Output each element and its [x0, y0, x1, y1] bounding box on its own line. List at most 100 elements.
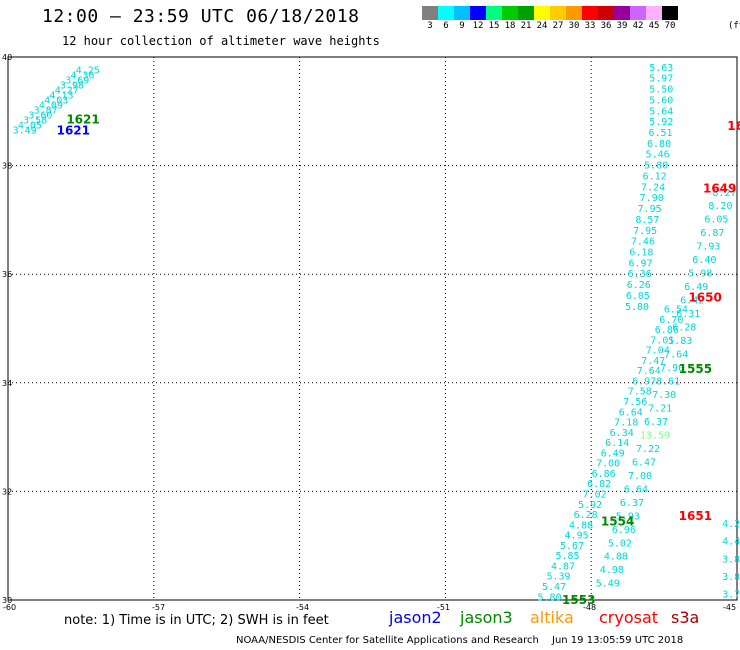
swh-value-label: 6.28	[672, 323, 696, 334]
swh-value-label: 3.69	[65, 76, 89, 87]
swh-value-label: 4.95	[565, 531, 589, 542]
swh-value-label: 5.64	[649, 106, 673, 117]
color-scale-unit: (ft)	[728, 21, 740, 31]
scale-label: 21	[520, 21, 532, 31]
scale-label: 24	[536, 21, 548, 31]
scale-label: 45	[648, 21, 660, 31]
swh-value-label: 7.90	[640, 193, 664, 204]
swh-value-label: 4.09	[39, 100, 63, 111]
swh-value-label: 6.70	[659, 315, 683, 326]
swh-value-label: 7.02	[583, 490, 607, 501]
lon-tick-label: -60	[3, 603, 16, 612]
swh-value-label: 7.90	[660, 363, 684, 374]
swh-value-label: 5.93	[616, 511, 640, 522]
swh-value-label: 6.37	[620, 498, 644, 509]
swh-value-label: 5.47	[542, 582, 566, 593]
scale-swatch	[550, 6, 566, 20]
swh-value-label: 4.25	[76, 66, 100, 77]
legend-item-jason3: jason3	[460, 608, 513, 627]
swh-value-label: 7.00	[628, 471, 652, 482]
scale-swatch	[518, 6, 534, 20]
scale-swatch	[598, 6, 614, 20]
pass-id-label: 1621	[57, 123, 90, 137]
swh-value-label: 7.93	[696, 242, 720, 253]
swh-value-label: 3.80	[722, 572, 740, 583]
swh-value-label: 6.97	[628, 258, 652, 269]
scale-label: 12	[472, 21, 484, 31]
swh-value-label: 4.88	[604, 552, 628, 563]
swh-value-label: 6.49	[684, 282, 708, 293]
swh-value-label: 3.87	[34, 105, 58, 116]
swh-value-label: 4.13	[49, 90, 73, 101]
swh-value-label: 5.92	[578, 500, 602, 511]
scale-swatch	[614, 6, 630, 20]
swh-value-label: 4.98	[600, 565, 624, 576]
swh-value-label: 6.40	[692, 255, 716, 266]
pass-id-label: 1621	[66, 112, 99, 126]
swh-value-label: 7.58	[628, 387, 652, 398]
swh-value-label: 8.27	[712, 188, 736, 199]
swh-value-label: 6.97	[632, 376, 656, 387]
swh-value-label: 3.60	[28, 110, 52, 121]
scale-label: 3	[427, 21, 433, 31]
swh-value-label: 4.88	[569, 520, 593, 531]
swh-value-label: 6.47	[632, 457, 656, 468]
swh-value-label: 5.80	[537, 592, 561, 603]
lat-tick-label: 30	[2, 596, 12, 605]
map-title: 12:00 — 23:59 UTC 06/18/2018	[42, 6, 360, 27]
swh-value-label: 7.64	[664, 350, 688, 361]
footer-credit: NOAA/NESDIS Center for Satellite Applica…	[236, 635, 539, 646]
swh-value-label: 3.49	[13, 125, 37, 136]
scale-swatch	[662, 6, 678, 20]
scale-label: 15	[488, 21, 500, 31]
pass-id-label: 1650	[688, 291, 721, 305]
pass-id-label: 1651	[679, 509, 712, 523]
swh-value-label: 6.64	[624, 484, 648, 495]
swh-value-label: 3.58	[23, 115, 47, 126]
swh-value-label: 5.39	[546, 572, 570, 583]
swh-value-label: 4.03	[44, 95, 68, 106]
swh-value-label: 6.49	[601, 448, 625, 459]
scale-label: 39	[616, 21, 628, 31]
swh-value-label: 7.04	[646, 346, 670, 357]
lon-tick-label: -57	[152, 603, 165, 612]
swh-value-label: 6.64	[619, 407, 643, 418]
footer-note: note: 1) Time is in UTC; 2) SWH is in fe…	[64, 613, 329, 628]
swh-value-label: 6.34	[610, 428, 634, 439]
legend-item-jason2: jason2	[389, 608, 442, 627]
scale-swatch	[566, 6, 582, 20]
pass-id-label: 1555	[679, 362, 712, 376]
map-subtitle: 12 hour collection of altimeter wave hei…	[62, 34, 380, 48]
scale-swatch	[582, 6, 598, 20]
swh-value-label: 6.05	[626, 291, 650, 302]
swh-value-label: 4.27	[55, 85, 79, 96]
scale-label: 9	[459, 21, 465, 31]
swh-value-label: 5.92	[649, 117, 673, 128]
scale-swatch	[422, 6, 438, 20]
swh-value-label: 5.83	[668, 336, 692, 347]
lat-tick-label: 34	[2, 379, 12, 388]
swh-value-label: 6.31	[676, 309, 700, 320]
scale-swatch	[630, 6, 646, 20]
scale-swatch	[486, 6, 502, 20]
scale-swatch	[534, 6, 550, 20]
scale-label: 18	[504, 21, 516, 31]
swh-value-label: 6.51	[649, 128, 673, 139]
swh-value-label: 5.67	[560, 541, 584, 552]
scale-swatch	[646, 6, 662, 20]
swh-value-label: 8.20	[708, 201, 732, 212]
swh-value-label: 7.46	[631, 237, 655, 248]
swh-value-label: 7.22	[636, 444, 660, 455]
swh-value-label: 5.46	[646, 150, 670, 161]
legend-item-altika: altika	[530, 608, 574, 627]
swh-value-label: 6.18	[629, 247, 653, 258]
color-scale	[422, 6, 678, 20]
swh-value-label: 5.98	[688, 269, 712, 280]
swh-value-label: 6.86	[655, 325, 679, 336]
scale-label: 33	[584, 21, 596, 31]
swh-value-label: 6.96	[612, 525, 636, 536]
lon-tick-label: -45	[723, 603, 736, 612]
swh-value-label: 5.80	[625, 302, 649, 313]
